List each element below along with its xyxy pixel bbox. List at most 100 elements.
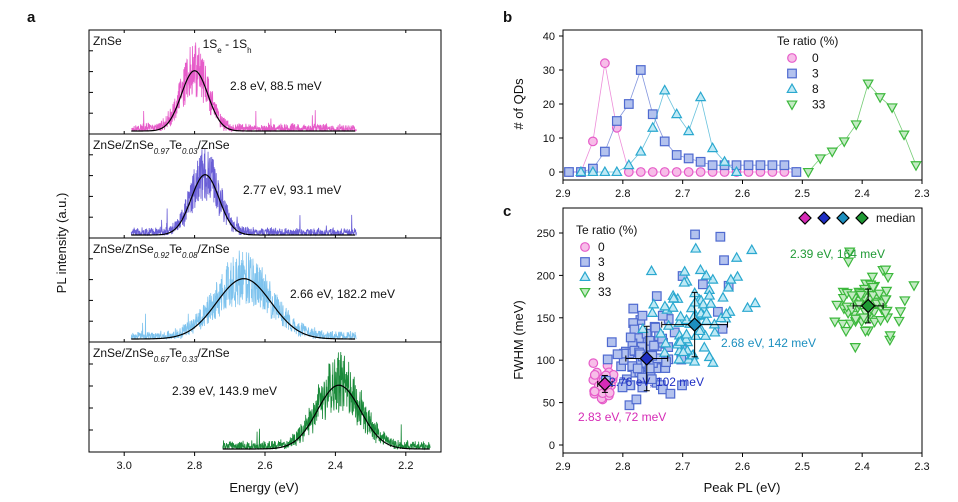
- data-point: [589, 386, 600, 397]
- label-part: h: [247, 46, 251, 55]
- data-point: [802, 167, 815, 179]
- data-point: [699, 329, 712, 340]
- data-point: [637, 310, 648, 321]
- data-point: [635, 145, 647, 156]
- y-tick-label: 100: [537, 355, 555, 367]
- data-point: [705, 297, 717, 308]
- x-tick-label: 2.6: [735, 461, 750, 473]
- x-tick-label: 2.8: [615, 461, 630, 473]
- data-point: [755, 160, 766, 171]
- data-point: [730, 251, 743, 262]
- data-point: [893, 316, 905, 328]
- data-point: [602, 354, 613, 365]
- panel-b-frame: [562, 29, 923, 181]
- y-tick-label: 200: [537, 270, 555, 282]
- median-legend-marker: [855, 211, 869, 225]
- data-point: [667, 301, 679, 312]
- data-point: [717, 323, 728, 334]
- panel-b-plot: 2.9 2.8 2.7 2.6 2.5 2.4 2.3 0 10 20 30 40 0 38 33: [543, 29, 930, 200]
- data-point: [746, 243, 758, 255]
- data-point: [661, 357, 671, 368]
- data-point: [599, 58, 610, 69]
- legend-marker: [786, 100, 798, 111]
- data-point: [678, 265, 691, 276]
- data-point: [648, 298, 660, 309]
- gaussian-fit: [222, 384, 430, 450]
- data-point: [698, 341, 711, 352]
- data-point: [625, 332, 636, 343]
- legend-marker: [580, 242, 590, 252]
- data-point: [718, 155, 731, 166]
- data-point: [849, 314, 862, 325]
- peak-annotation: 2.66 eV, 182.2 meV: [290, 287, 395, 301]
- x-tick-label: 2.4: [855, 461, 870, 473]
- x-tick-label: 2.7: [675, 188, 690, 200]
- panel-label-a: a: [27, 9, 36, 26]
- data-point: [671, 150, 682, 160]
- data-point: [879, 309, 892, 320]
- x-tick-label: 2.4: [855, 188, 870, 200]
- label-part: 0.08: [182, 251, 198, 260]
- data-point: [646, 306, 659, 317]
- data-point: [894, 307, 907, 318]
- data-point: [617, 382, 628, 393]
- data-point: [884, 331, 896, 342]
- label-part: /ZnSe: [198, 242, 230, 256]
- data-point: [779, 160, 790, 171]
- data-point: [650, 322, 661, 333]
- data-point: [700, 269, 712, 280]
- median-legend-marker: [817, 211, 831, 225]
- label-part: /ZnSe: [198, 138, 230, 152]
- legend-marker: [787, 68, 797, 79]
- data-point: [697, 298, 709, 309]
- label-part: ZnSe/ZnSe: [93, 242, 154, 256]
- data-point: [898, 130, 910, 141]
- data-point: [599, 146, 610, 157]
- gaussian-fit: [131, 70, 356, 132]
- panel-label-b: b: [503, 9, 512, 26]
- data-point: [862, 79, 874, 90]
- label-part: 1S: [203, 37, 218, 51]
- data-point: [685, 302, 698, 313]
- panel-a-xlabel: Energy (eV): [229, 480, 298, 495]
- data-point: [829, 317, 841, 328]
- data-point: [628, 303, 639, 314]
- data-point: [767, 160, 778, 171]
- peak-annotation: 2.77 eV, 93.1 meV: [243, 183, 341, 197]
- legend-label: 8: [812, 82, 819, 96]
- label-part: 0.33: [182, 355, 198, 364]
- gaussian-fit: [131, 278, 356, 340]
- median-marker: [597, 376, 613, 392]
- y-tick-label: 150: [537, 313, 555, 325]
- median-label: 2.39 eV, 164 meV: [790, 247, 885, 261]
- data-point: [646, 121, 659, 132]
- subplot-label: ZnSe/ZnSe0.97Te0.03/ZnSe: [93, 138, 230, 156]
- data-point: [677, 345, 690, 357]
- data-point: [674, 335, 686, 346]
- data-point: [637, 322, 649, 334]
- x-tick-label: 2.6: [735, 188, 750, 200]
- label-part: Te: [169, 138, 182, 152]
- panel-c-legend-title: Te ratio (%): [576, 223, 637, 237]
- data-point: [665, 388, 676, 399]
- data-point: [708, 318, 721, 329]
- median-marker: [639, 351, 655, 366]
- data-point: [606, 337, 617, 348]
- y-tick-label: 250: [537, 228, 555, 240]
- panel-b-ylabel: # of QDs: [511, 78, 526, 130]
- series-line: [580, 89, 737, 173]
- x-tick-label: 2.8: [187, 460, 202, 472]
- data-point: [707, 356, 719, 367]
- subplot-label: ZnSe/ZnSe0.92Te0.08/ZnSe: [93, 242, 230, 260]
- data-point: [599, 165, 611, 177]
- data-point: [814, 154, 827, 165]
- gaussian-fit: [131, 174, 356, 236]
- spectrum-data: [222, 352, 431, 451]
- series-line: [568, 68, 797, 173]
- legend-label: 8: [598, 270, 605, 284]
- legend-marker: [580, 257, 590, 267]
- data-point: [694, 91, 707, 102]
- legend-label: 0: [812, 51, 819, 65]
- data-point: [683, 167, 694, 177]
- x-tick-label: 2.2: [398, 460, 413, 472]
